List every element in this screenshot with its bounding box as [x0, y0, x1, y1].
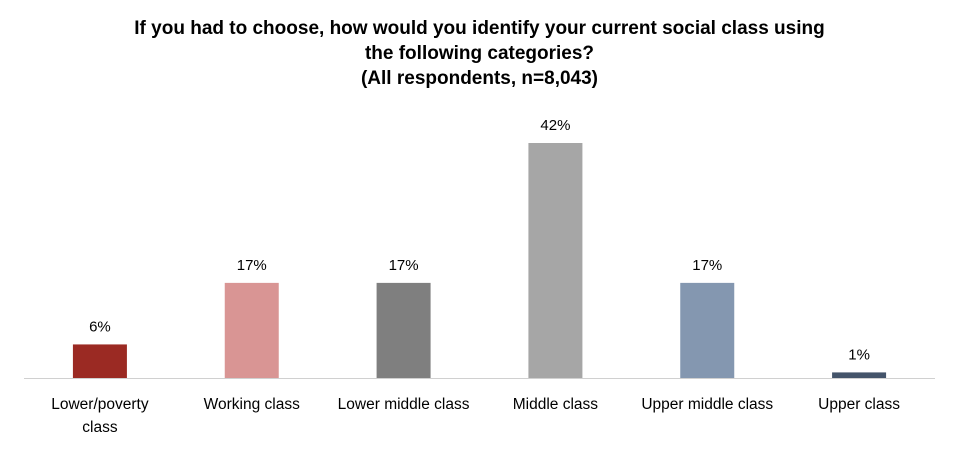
data-labels-group: 6% 17% 17% 42% 17% 1%: [89, 117, 870, 363]
category-label-1: Working class: [204, 396, 300, 413]
bar-4: [680, 282, 735, 378]
chart-title-line-2: the following categories?: [364, 43, 595, 64]
bars-group: [72, 143, 887, 378]
chart-subtitle: (All respondents, n=8,043): [360, 68, 599, 89]
data-label-2: 17%: [389, 257, 419, 274]
category-label-4: Upper middle class: [641, 396, 773, 413]
bar-2: [376, 282, 431, 378]
bar-5: [832, 372, 887, 378]
data-label-1: 17%: [237, 257, 267, 274]
data-label-0: 6%: [89, 318, 111, 335]
data-label-4: 17%: [692, 257, 722, 274]
category-label-0-line-0: Lower/poverty: [51, 396, 149, 413]
bar-0: [72, 344, 127, 378]
chart-title-line-1: If you had to choose, how would you iden…: [134, 18, 825, 39]
category-label-0-line-1: class: [82, 419, 118, 436]
category-label-5: Upper class: [818, 396, 900, 413]
category-label-2: Lower middle class: [338, 396, 470, 413]
bar-3: [528, 143, 583, 378]
category-label-3: Middle class: [513, 396, 599, 413]
data-label-5: 1%: [848, 346, 870, 363]
bar-1: [224, 282, 279, 378]
chart-title: If you had to choose, how would you iden…: [0, 16, 959, 91]
category-labels-group: Lower/poverty class Working class Lower mid…: [51, 396, 900, 436]
data-label-3: 42%: [540, 117, 570, 134]
